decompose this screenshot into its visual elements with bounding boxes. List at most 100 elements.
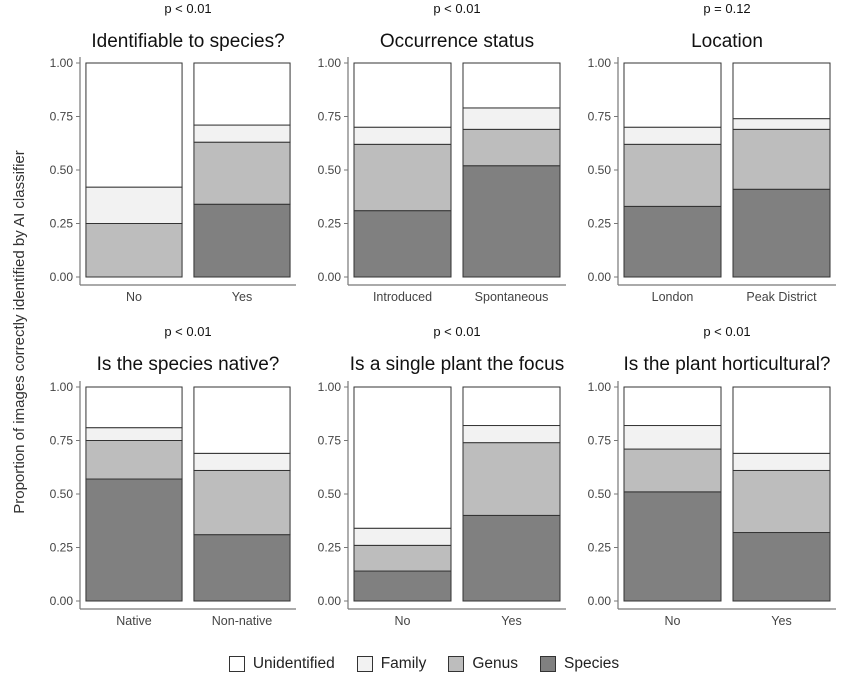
bar-segment-species-spontaneous — [462, 165, 561, 278]
panel-is-a-single-plant-the-focus: p < 0.01 Is a single plant the focus 0.00 0… — [318, 324, 566, 628]
panel-pvalue: p < 0.01 — [433, 324, 480, 339]
legend-label-family: Family — [380, 655, 427, 672]
y-tick-label: 1.00 — [50, 56, 74, 70]
y-tick-label: 0.25 — [318, 217, 342, 231]
bar-segment-species-london — [623, 205, 722, 278]
y-tick-label: 0.50 — [588, 163, 612, 177]
bar-segment-unidentified-yes — [193, 62, 291, 126]
y-tick-label: 0.00 — [588, 594, 612, 608]
faceted-stacked-bar-chart: Proportion of images correctly identifie… — [11, 1, 836, 628]
panel-identifiable-to-species: p < 0.01 Identifiable to species? 0.00 0.25… — [50, 1, 296, 304]
y-tick-label: 0.25 — [588, 217, 612, 231]
bar-segment-unidentified-peak-district — [732, 62, 831, 120]
y-tick-label: 0.00 — [318, 270, 342, 284]
legend: Unidentified Family Genus Species — [0, 655, 848, 673]
y-tick-label: 0.00 — [318, 594, 342, 608]
bar-segment-family-non-native — [193, 452, 291, 471]
legend-label-genus: Genus — [472, 655, 518, 672]
bar-segment-genus-yes — [462, 442, 561, 516]
legend-swatch-unidentified — [228, 656, 245, 672]
y-tick-label: 0.50 — [50, 163, 74, 177]
legend-label-species: Species — [564, 655, 620, 672]
bar-segment-unidentified-yes — [462, 386, 561, 427]
bar-segment-genus-introduced — [353, 143, 452, 212]
panel-title: Identifiable to species? — [91, 31, 284, 52]
bar-segment-unidentified-non-native — [193, 386, 291, 454]
bar-segment-family-peak-district — [732, 118, 831, 130]
bar-segment-genus-yes — [732, 469, 831, 534]
x-tick-label: Yes — [501, 614, 521, 628]
bar-segment-family-no — [623, 425, 722, 450]
bar-segment-genus-yes — [193, 141, 291, 205]
y-tick-label: 0.75 — [50, 434, 74, 448]
bar-segment-family-introduced — [353, 126, 452, 145]
x-tick-label: Introduced — [373, 290, 432, 304]
y-tick-label: 0.25 — [588, 541, 612, 555]
panel-title: Is the plant horticultural? — [623, 354, 830, 375]
y-tick-label: 0.25 — [50, 217, 74, 231]
y-tick-label: 0.50 — [318, 163, 342, 177]
x-tick-label: Peak District — [746, 290, 817, 304]
bar-segment-family-yes — [462, 425, 561, 444]
y-tick-label: 0.00 — [50, 270, 74, 284]
legend-swatch-genus — [448, 656, 465, 672]
bar-segment-genus-native — [85, 440, 183, 480]
bar-segment-genus-no — [623, 448, 722, 493]
bar-segment-genus-london — [623, 143, 722, 207]
y-tick-label: 0.50 — [50, 487, 74, 501]
y-tick-label: 0.00 — [588, 270, 612, 284]
bar-segment-unidentified-no — [85, 62, 183, 188]
panel-location: p = 0.12 Location 0.00 0.25 0.50 0.75 1.00 Lond… — [588, 1, 836, 304]
y-tick-label: 0.75 — [50, 110, 74, 124]
bar-segment-family-no — [85, 186, 183, 224]
panel-pvalue: p < 0.01 — [164, 324, 211, 339]
bar-segment-species-non-native — [193, 534, 291, 602]
panel-is-the-plant-horticultural: p < 0.01 Is the plant horticultural? 0.00 0… — [588, 324, 836, 628]
y-tick-label: 0.75 — [318, 434, 342, 448]
y-tick-label: 0.50 — [318, 487, 342, 501]
y-tick-label: 0.50 — [588, 487, 612, 501]
bar-segment-family-yes — [732, 452, 831, 471]
y-tick-label: 1.00 — [318, 56, 342, 70]
panel-title: Is the species native? — [97, 354, 280, 375]
y-tick-label: 0.75 — [588, 110, 612, 124]
bar-segment-species-peak-district — [732, 188, 831, 278]
legend-item-species: Species — [540, 655, 619, 673]
y-tick-label: 1.00 — [50, 380, 74, 394]
bar-segment-family-spontaneous — [462, 107, 561, 130]
bar-segment-unidentified-london — [623, 62, 722, 128]
panel-title: Location — [691, 31, 763, 52]
bar-segment-family-london — [623, 126, 722, 145]
x-tick-label: Yes — [232, 290, 252, 304]
bar-segment-species-no — [623, 491, 722, 602]
bar-segment-species-yes — [193, 203, 291, 278]
x-tick-label: Yes — [771, 614, 791, 628]
bar-segment-genus-non-native — [193, 469, 291, 536]
bar-segment-unidentified-no — [623, 386, 722, 427]
bar-segment-species-native — [85, 478, 183, 602]
legend-swatch-species — [540, 656, 556, 672]
bar-segment-genus-peak-district — [732, 128, 831, 190]
panel-pvalue: p < 0.01 — [433, 1, 480, 16]
x-tick-label: No — [665, 614, 681, 628]
bar-segment-species-introduced — [353, 210, 452, 278]
y-axis-label: Proportion of images correctly identifie… — [11, 150, 28, 514]
panel-is-the-species-native: p < 0.01 Is the species native? 0.00 0.25 0.… — [50, 324, 296, 628]
legend-item-family: Family — [356, 655, 427, 673]
bar-segment-unidentified-spontaneous — [462, 62, 561, 109]
x-tick-label: No — [126, 290, 142, 304]
y-tick-label: 1.00 — [318, 380, 342, 394]
panel-pvalue: p = 0.12 — [703, 1, 750, 16]
y-tick-label: 0.75 — [318, 110, 342, 124]
y-tick-label: 0.25 — [318, 541, 342, 555]
y-tick-label: 1.00 — [588, 380, 612, 394]
panel-pvalue: p < 0.01 — [164, 1, 211, 16]
legend-item-unidentified: Unidentified — [228, 655, 335, 673]
bar-segment-family-yes — [193, 124, 291, 143]
y-tick-label: 1.00 — [588, 56, 612, 70]
bar-segment-family-native — [85, 427, 183, 442]
bar-segment-family-no — [353, 527, 452, 546]
bar-segment-species-yes — [732, 532, 831, 602]
bar-segment-genus-spontaneous — [462, 128, 561, 167]
x-tick-label: Native — [116, 614, 151, 628]
